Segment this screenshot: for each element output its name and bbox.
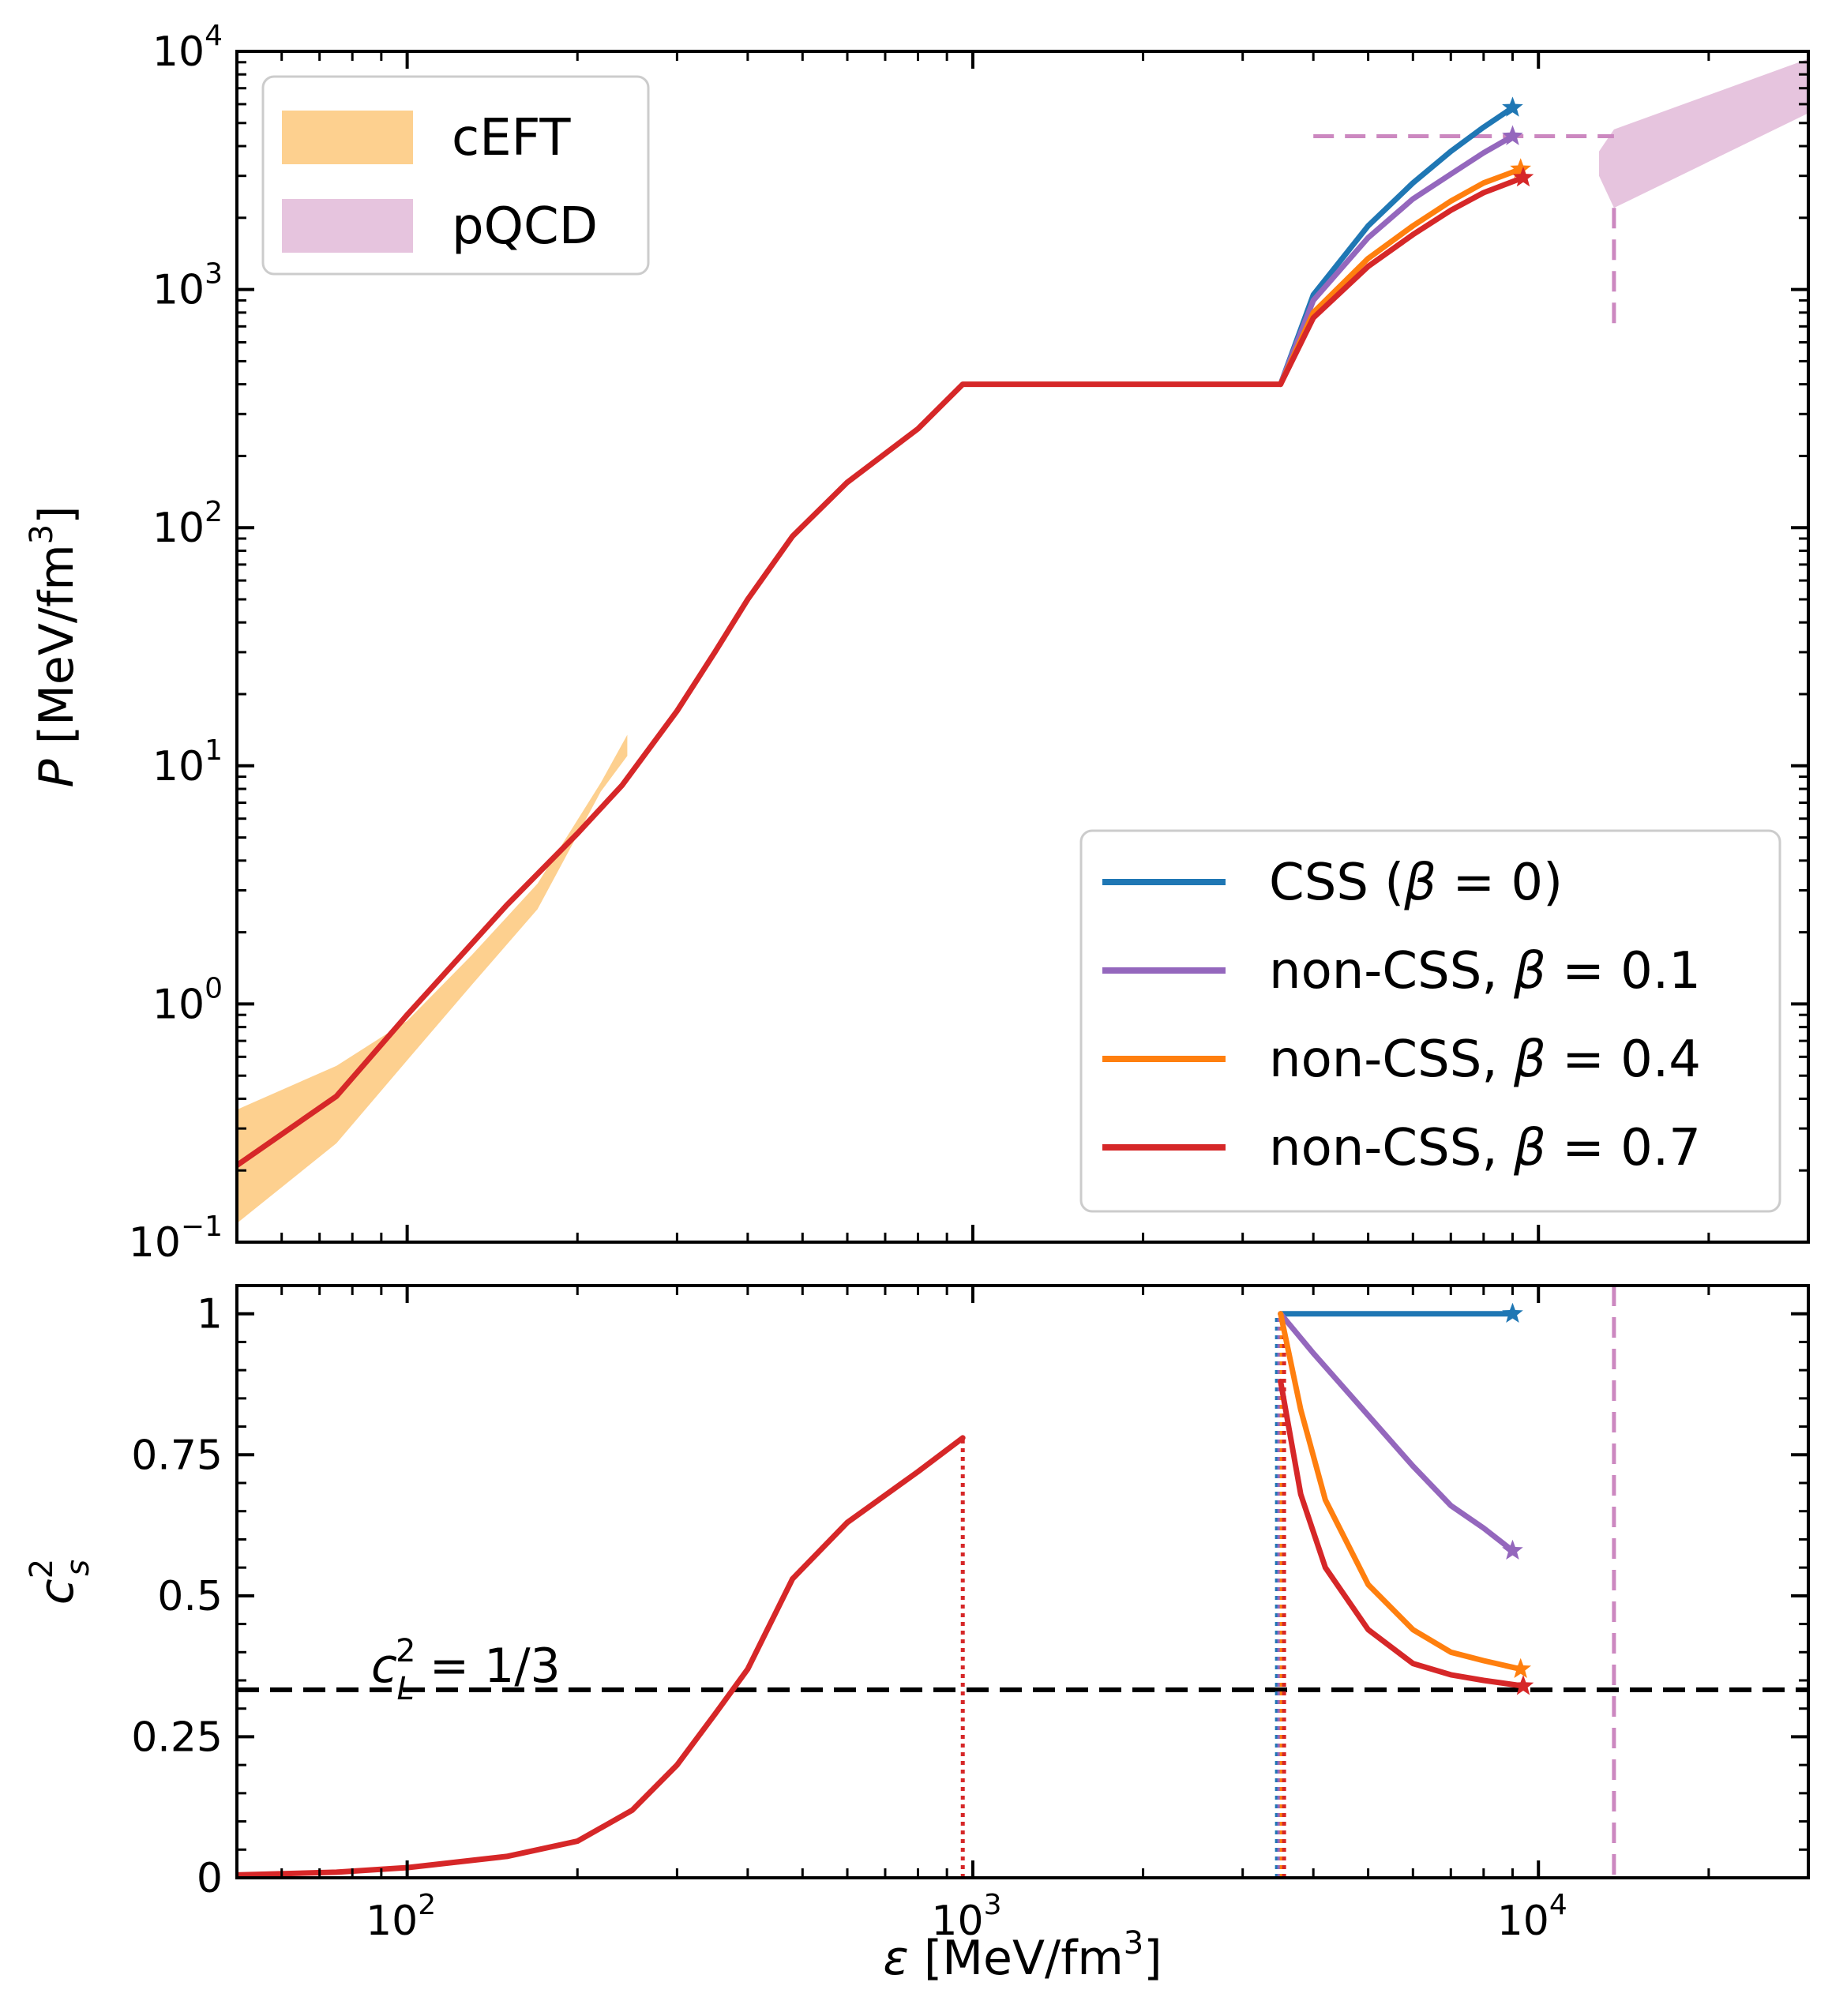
conformal-limit-label: c2 L = 1/3 <box>371 1633 561 1707</box>
x-tick-label: 104 <box>1497 1889 1567 1945</box>
legend-series-box <box>1079 829 1781 1213</box>
y-tick-label-bottom: 1 <box>197 1291 223 1338</box>
sound-speed-panel: c2 L = 1/3 <box>237 1286 1808 1878</box>
sound-speed-line-non-css-0-4 <box>1278 1311 1524 1672</box>
pressure-line-non-css-0-4 <box>1278 166 1524 388</box>
bottom-axes-frame <box>235 1284 1810 1879</box>
legend-swatch-pqcd <box>282 199 413 253</box>
pressure-end-star-non-css-0-1 <box>1502 125 1523 145</box>
pqcd-band <box>1599 58 1808 208</box>
y-axis-title-top: P [MeV/fm3] <box>24 505 84 787</box>
pressure-end-star-css-0 <box>1502 96 1523 117</box>
sound-speed-end-star-non-css-0-4 <box>1510 1657 1531 1678</box>
pressure-line-non-css-0-7 <box>237 175 1526 1169</box>
legend-label-2: non-CSS, β = 0.1 <box>1269 942 1701 1000</box>
y-tick-label-bottom: 0.5 <box>157 1573 223 1620</box>
sound-speed-end-star-non-css-0-7 <box>1512 1675 1534 1695</box>
sound-speed-line-non-css-0-1 <box>1278 1311 1515 1554</box>
legend-series: CSS (β = 0) non-CSS, β = 0.1 non-CSS, β = … <box>1079 829 1781 1213</box>
sound-speed-line-non-css-0-7-hadronic <box>237 1435 966 1878</box>
pressure-end-star-non-css-0-7 <box>1512 166 1534 187</box>
y-tick-label-bottom: 0.25 <box>131 1714 223 1761</box>
x-axis-title: ε [MeV/fm3] <box>883 1925 1162 1986</box>
x-tick-label: 102 <box>366 1889 436 1945</box>
pressure-end-star-non-css-0-4 <box>1510 158 1531 178</box>
bottom-plot-area <box>237 1286 1808 1878</box>
legend-label-ceft: cEFT <box>452 109 571 167</box>
y-tick-label-top: 10−1 <box>129 1211 223 1267</box>
sound-speed-end-star-css-0 <box>1502 1302 1523 1323</box>
legend-label-1: CSS (β = 0) <box>1269 854 1563 912</box>
legend-label-pqcd: pQCD <box>452 197 598 256</box>
y-tick-label-top: 101 <box>152 734 223 790</box>
pressure-line-css-0 <box>1278 104 1515 388</box>
y-tick-label-top: 104 <box>152 20 223 76</box>
y-axis-title-bottom: c2s <box>24 1559 96 1605</box>
y-tick-label-bottom: 0.75 <box>131 1432 223 1479</box>
pressure-panel <box>237 58 1808 1224</box>
ceft-band <box>237 734 628 1224</box>
y-tick-label-top: 103 <box>152 258 223 314</box>
legend-label-4: non-CSS, β = 0.7 <box>1269 1119 1701 1177</box>
legend-swatch-ceft <box>282 111 413 164</box>
y-tick-label-top: 100 <box>152 972 223 1028</box>
pressure-line-non-css-0-1 <box>1278 133 1515 388</box>
sound-speed-line-non-css-0-7 <box>1278 1378 1526 1689</box>
sound-speed-end-star-non-css-0-1 <box>1502 1539 1523 1560</box>
top-plot-area <box>237 58 1808 1224</box>
y-tick-label-bottom: 0 <box>197 1855 223 1902</box>
top-axes-frame <box>235 50 1810 1244</box>
x-tick-label: 103 <box>931 1889 1001 1945</box>
legend-label-3: non-CSS, β = 0.4 <box>1269 1031 1701 1089</box>
y-tick-label-top: 102 <box>152 496 223 552</box>
legend-bands: cEFT pQCD <box>261 75 650 276</box>
